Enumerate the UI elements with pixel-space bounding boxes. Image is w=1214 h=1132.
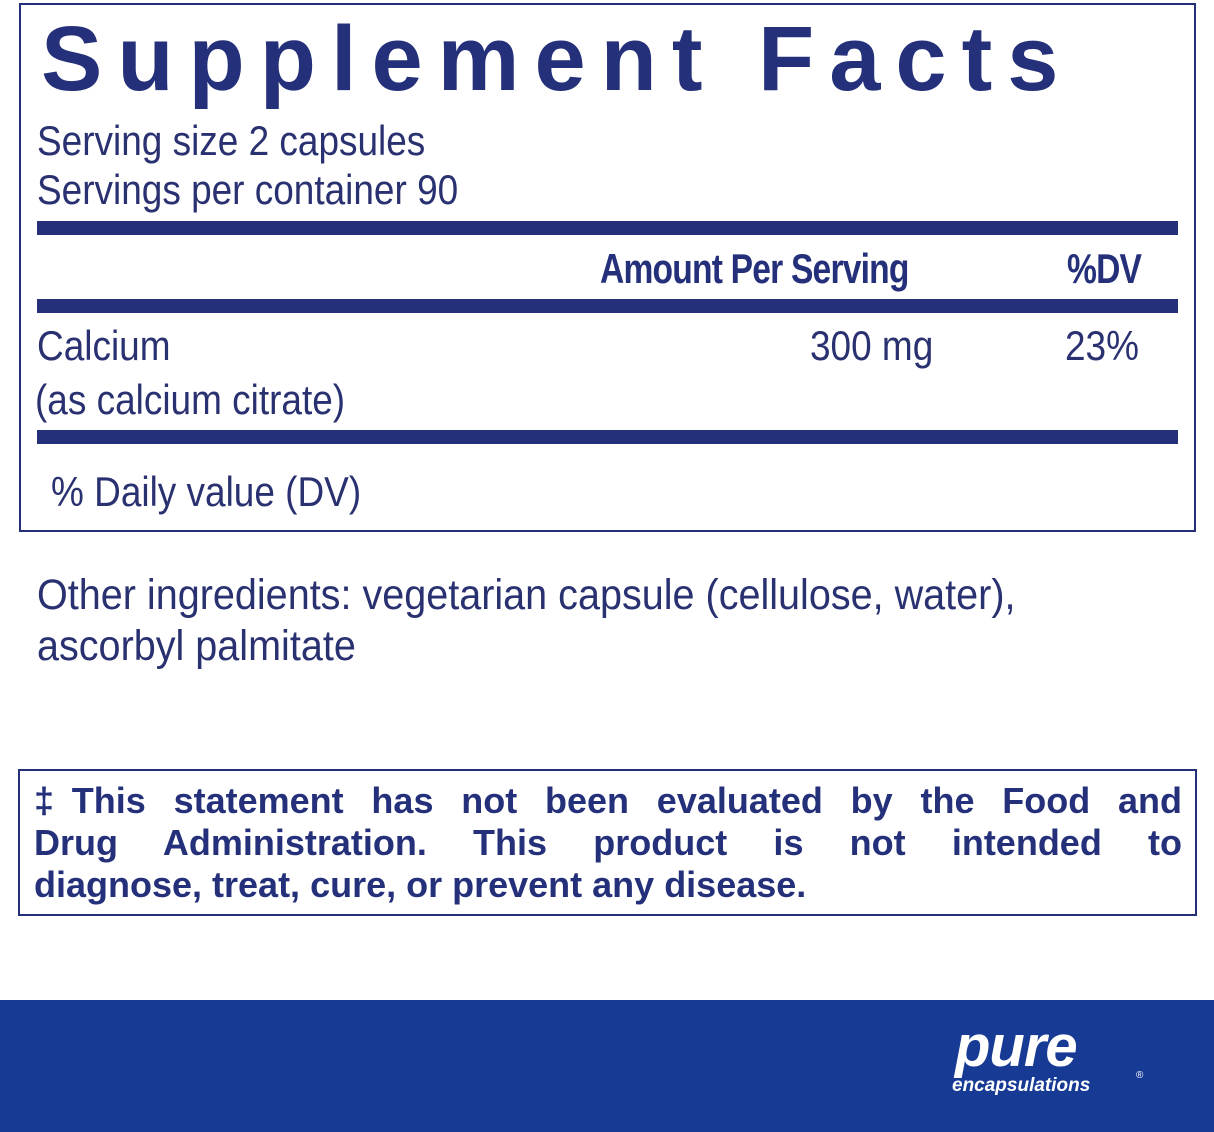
fda-disclaimer: ‡This statement has not been evaluated b… xyxy=(18,769,1197,916)
other-ingredients-line: Other ingredients: vegetarian capsule (c… xyxy=(37,571,1016,619)
disclaimer-line: diagnose, treat, cure, or prevent any di… xyxy=(34,864,807,905)
disclaimer-line: Drug Administration. This product is not… xyxy=(34,822,1182,863)
nutrient-name: Calcium xyxy=(37,322,171,369)
supplement-facts-panel: Supplement Facts Serving size 2 capsules… xyxy=(19,3,1196,532)
dv-footnote: % Daily value (DV) xyxy=(51,468,362,515)
divider xyxy=(37,430,1178,444)
disclaimer-line: ‡This statement has not been evaluated b… xyxy=(34,780,1182,821)
other-ingredients-line: ascorbyl palmitate xyxy=(37,622,356,670)
brand-footer: pure encapsulations ® xyxy=(0,1000,1214,1132)
nutrient-dv: 23% xyxy=(1065,322,1139,369)
divider xyxy=(37,221,1178,235)
serving-size: Serving size 2 capsules xyxy=(37,117,426,164)
brand-logo-sub: encapsulations xyxy=(952,1075,1091,1096)
nutrient-amount: 300 mg xyxy=(810,322,934,369)
divider xyxy=(37,299,1178,313)
nutrient-detail: (as calcium citrate) xyxy=(35,376,346,423)
servings-per-container: Servings per container 90 xyxy=(37,166,459,213)
registered-mark: ® xyxy=(1136,1070,1144,1081)
other-ingredients: Other ingredients: vegetarian capsule (c… xyxy=(37,570,1016,672)
header-amount: Amount Per Serving xyxy=(600,245,909,292)
panel-title: Supplement Facts xyxy=(41,8,1074,110)
brand-logo: pure xyxy=(955,1014,1078,1079)
header-dv: %DV xyxy=(1067,245,1142,292)
